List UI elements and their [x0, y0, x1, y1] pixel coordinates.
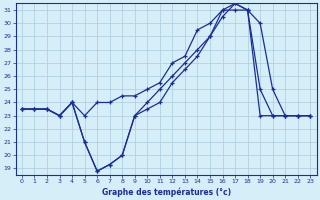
X-axis label: Graphe des températures (°c): Graphe des températures (°c)	[101, 187, 231, 197]
